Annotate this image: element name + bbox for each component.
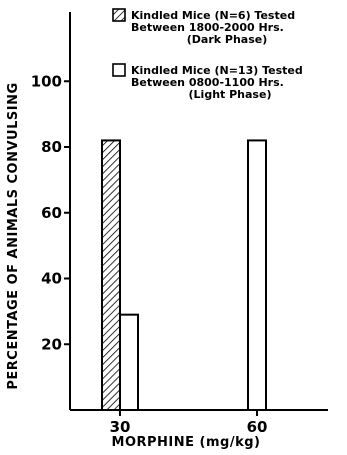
x-tick-label: 30 <box>110 418 131 436</box>
x-tick-label: 60 <box>247 418 268 436</box>
y-tick-label: 100 <box>31 72 62 90</box>
bar-dark-phase-30 <box>101 139 121 412</box>
y-tick-label: 20 <box>41 335 62 353</box>
y-tick-label: 80 <box>41 138 62 156</box>
x-ticks: 30 60 <box>110 410 268 436</box>
y-ticks: 20 40 60 80 100 <box>31 72 70 353</box>
bars <box>101 139 267 412</box>
x-axis-title: MORPHINE (mg/kg) <box>112 435 261 450</box>
legend-label-dark-line-3: (Dark Phase) <box>187 33 268 46</box>
legend-label-dark-line-2: Between 1800-2000 Hrs. <box>131 21 284 34</box>
legend-label-light-line-3: (Light Phase) <box>189 88 272 101</box>
legend-swatch-light-phase <box>112 63 126 77</box>
legend-label-light-line-1: Kindled Mice (N=13) Tested <box>131 64 303 77</box>
bar-light-phase-30 <box>119 313 139 412</box>
y-tick-label: 40 <box>41 270 62 288</box>
legend: Kindled Mice (N=6) Tested Between 1800-2… <box>112 8 303 101</box>
y-axis-title: PERCENTAGE OF ANIMALS CONVULSING <box>6 82 21 389</box>
y-tick-label: 60 <box>41 204 62 222</box>
legend-label-light-line-2: Between 0800-1100 Hrs. <box>131 76 284 89</box>
legend-swatch-dark-phase <box>112 8 126 22</box>
bar-light-phase-60 <box>247 139 267 412</box>
legend-label-dark-line-1: Kindled Mice (N=6) Tested <box>131 9 295 22</box>
